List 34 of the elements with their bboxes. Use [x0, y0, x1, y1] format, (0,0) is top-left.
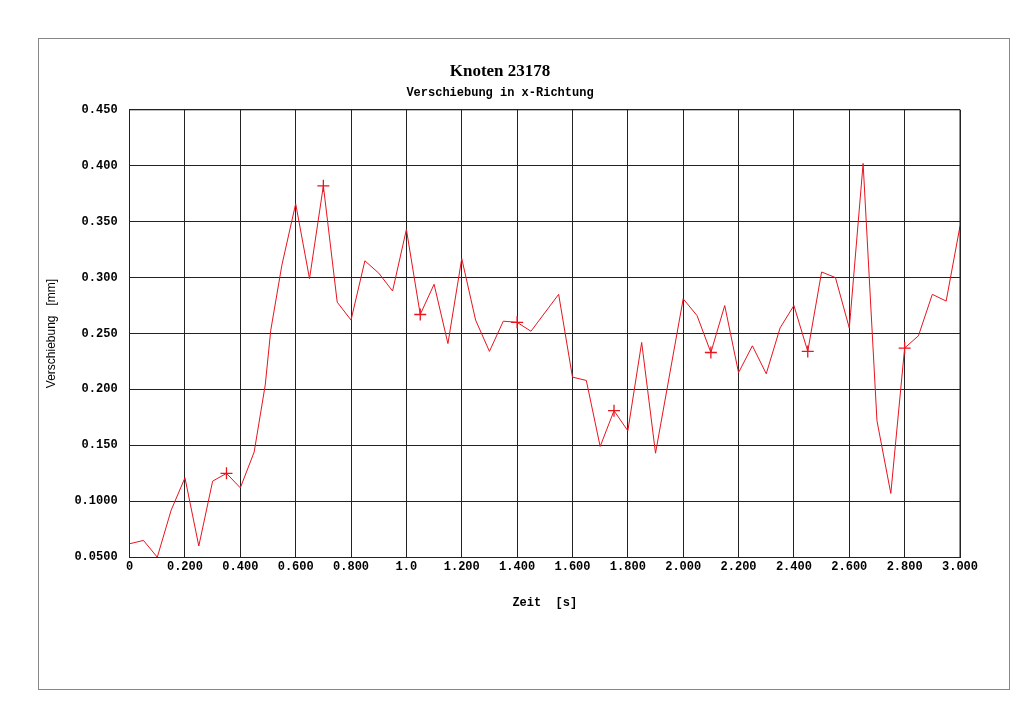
x-tick-label: 1.0	[395, 560, 418, 575]
x-tick-label: 2.000	[665, 560, 702, 575]
y-tick-label: 0.150	[81, 438, 118, 453]
x-tick-label: 2.200	[720, 560, 757, 575]
x-tick-label: 1.600	[554, 560, 591, 575]
y-tick-label: 0.1000	[74, 494, 118, 509]
y-tick-label: 0.0500	[74, 550, 118, 565]
x-tick-label: 1.400	[499, 560, 536, 575]
chart-title: Knoten 23178	[449, 60, 551, 80]
y-tick-label: 0.400	[81, 158, 118, 173]
x-tick-label: 0.800	[333, 560, 370, 575]
x-tick-label: 0	[126, 560, 134, 575]
point	[801, 344, 815, 359]
x-axis-title: Zeit [s]	[512, 595, 578, 610]
x-tick-label: 2.800	[886, 560, 923, 575]
x-tick-label: 1.200	[443, 560, 480, 575]
point	[607, 404, 621, 418]
x-tick-label: 0.600	[277, 560, 314, 575]
y-tick-label: 0.250	[81, 326, 118, 341]
point	[704, 345, 718, 360]
x-tick-label: 2.400	[775, 560, 812, 575]
x-tick-label: 0.200	[166, 560, 203, 575]
point	[219, 466, 234, 480]
y-axis-title: Verschiebung [mm]	[43, 278, 58, 389]
point	[413, 307, 427, 322]
x-tick-label: 0.400	[222, 560, 259, 575]
x-tick-label: 3.000	[941, 560, 979, 575]
x-tick-label: 1.800	[609, 560, 646, 575]
chart-subtitle: Verschiebung in x-Richtung	[406, 85, 594, 100]
x-tick-label: 2.600	[831, 560, 868, 575]
y-tick-label: 0.350	[81, 214, 118, 229]
y-tick-label: 0.300	[81, 270, 118, 285]
y-tick-label: 0.200	[81, 382, 118, 397]
y-tick-label: 0.450	[81, 102, 118, 117]
